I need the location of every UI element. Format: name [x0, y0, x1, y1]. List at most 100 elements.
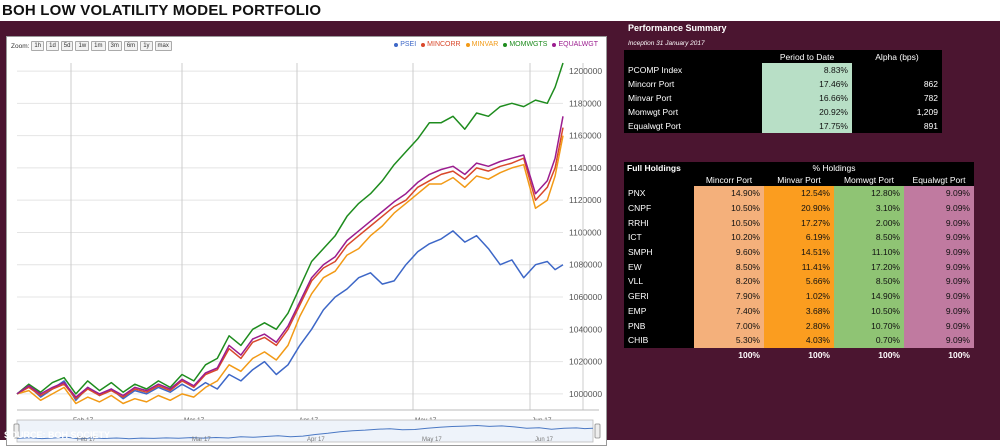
holdings-weight: 3.68%: [764, 303, 834, 319]
zoom-button-3m[interactable]: 3m: [107, 41, 122, 51]
zoom-button-1y[interactable]: 1y: [140, 41, 153, 51]
perf-cell-alpha: [852, 63, 942, 77]
perf-row: PCOMP Index 8.83%: [624, 63, 942, 77]
performance-subtitle: Inception 31 January 2017: [628, 40, 705, 47]
holdings-ticker: SMPH: [624, 244, 694, 260]
legend-item-minvar[interactable]: MINVAR: [465, 41, 499, 48]
holdings-weight: 9.60%: [694, 244, 764, 260]
perf-row: Mincorr Port 17.46% 862: [624, 77, 942, 91]
holdings-row: EMP 7.40% 3.68% 10.50% 9.09%: [624, 303, 974, 319]
holdings-weight: 9.09%: [904, 318, 974, 333]
legend-dot: [421, 42, 426, 47]
perf-cell-ptd: 8.83%: [762, 63, 852, 77]
holdings-weight: 10.50%: [694, 215, 764, 231]
y-tick-label: 1040000: [569, 324, 602, 334]
holdings-weight: 7.00%: [694, 318, 764, 333]
holdings-weight: 12.80%: [834, 186, 904, 201]
perf-cell-name: Minvar Port: [624, 91, 762, 105]
perf-header-ptd: Period to Date: [762, 50, 852, 63]
series-line-mincorr: [16, 127, 564, 400]
holdings-weight: 12.54%: [764, 186, 834, 201]
holdings-weight: 3.10%: [834, 200, 904, 216]
perf-cell-ptd: 16.66%: [762, 91, 852, 105]
holdings-weight: 11.10%: [834, 244, 904, 260]
perf-row: Equalwgt Port 17.75% 891: [624, 119, 942, 133]
zoom-button-1w[interactable]: 1w: [75, 41, 90, 51]
legend-dot: [503, 42, 508, 47]
chart-svg: 1000000 1020000 1040000 1060000 1080000 11000…: [13, 62, 602, 443]
navigator-line: [16, 424, 594, 440]
holdings-row: SMPH 9.60% 14.51% 11.10% 9.09%: [624, 244, 974, 260]
holdings-weight: 17.27%: [764, 215, 834, 231]
holdings-ticker: EMP: [624, 303, 694, 319]
legend-label: MINCORR: [427, 41, 461, 48]
perf-header-blank: [624, 50, 762, 63]
holdings-weight: 11.41%: [764, 259, 834, 275]
y-tick-label: 1060000: [569, 292, 602, 302]
holdings-weight: 9.09%: [904, 215, 974, 231]
holdings-ticker: RRHI: [624, 215, 694, 231]
legend-label: MINVAR: [471, 41, 499, 48]
holdings-weight: 9.09%: [904, 288, 974, 304]
holdings-weight: 0.70%: [834, 332, 904, 348]
holdings-total: 100%: [878, 349, 900, 360]
holdings-weight: 5.66%: [764, 274, 834, 289]
holdings-totals-blank: [624, 348, 694, 363]
legend-item-momwgts[interactable]: MOMWGTS: [503, 41, 547, 48]
navigator-tick-label: Apr 17: [307, 437, 325, 443]
holdings-weight: 9.09%: [904, 200, 974, 216]
legend-item-psei[interactable]: PSEI: [394, 41, 416, 48]
y-tick-label: 1000000: [569, 389, 602, 399]
holdings-total: 100%: [948, 349, 970, 360]
holdings-col-momwgt: Momwgt Port: [834, 174, 904, 186]
holdings-weight: 9.09%: [904, 244, 974, 260]
holdings-row: ICT 10.20% 6.19% 8.50% 9.09%: [624, 230, 974, 245]
legend-label: EQUALWGT: [558, 41, 598, 48]
holdings-ticker: PNX: [624, 186, 694, 201]
holdings-row: PNB 7.00% 2.80% 10.70% 9.09%: [624, 318, 974, 333]
navigator-tick-label: May 17: [422, 437, 442, 443]
holdings-weight: 10.70%: [834, 318, 904, 333]
series-line-momwgts: [16, 62, 564, 395]
holdings-weight: 2.00%: [834, 215, 904, 231]
legend-item-equalwgt[interactable]: EQUALWGT: [552, 41, 598, 48]
holdings-row: RRHI 10.50% 17.27% 2.00% 9.09%: [624, 215, 974, 231]
perf-cell-ptd: 17.75%: [762, 119, 852, 133]
zoom-button-6m[interactable]: 6m: [123, 41, 139, 51]
zoom-button-1h[interactable]: 1h: [31, 41, 45, 51]
holdings-col-equalwgt: Equalwgt Port: [904, 174, 974, 186]
performance-table: Period to Date Alpha (bps) PCOMP Index 8.…: [624, 50, 942, 133]
chart-legend: PSEI MINCORR MINVAR MOMWGTS EQUALWGT: [394, 41, 598, 48]
perf-cell-alpha: 1,209: [852, 105, 942, 119]
y-tick-label: 1080000: [569, 260, 602, 270]
holdings-total: 100%: [738, 349, 760, 360]
holdings-weight: 8.20%: [694, 274, 764, 289]
zoom-button-max[interactable]: max: [154, 41, 172, 51]
zoom-button-1m[interactable]: 1m: [91, 41, 106, 51]
holdings-weight: 14.90%: [694, 186, 764, 201]
holdings-weight: 10.50%: [694, 200, 764, 216]
navigator-handle-right[interactable]: [594, 423, 601, 439]
holdings-weight: 9.09%: [904, 332, 974, 348]
perf-cell-name: Momwgt Port: [624, 105, 762, 119]
holdings-ticker: VLL: [624, 274, 694, 289]
holdings-weight: 6.19%: [764, 230, 834, 245]
holdings-table: Full Holdings % Holdings Mincorr Port Mi…: [624, 162, 974, 362]
holdings-ticker: ICT: [624, 230, 694, 245]
zoom-controls: Zoom: 1h 1d 5d 1w 1m 3m 6m 1y max: [11, 41, 172, 51]
holdings-ticker: CNPF: [624, 200, 694, 216]
perf-cell-alpha: 862: [852, 77, 942, 91]
perf-cell-alpha: 891: [852, 119, 942, 133]
zoom-button-5d[interactable]: 5d: [60, 41, 74, 51]
holdings-title: Full Holdings: [624, 162, 694, 174]
zoom-button-1d[interactable]: 1d: [46, 41, 59, 51]
perf-cell-alpha: 782: [852, 91, 942, 105]
holdings-row: VLL 8.20% 5.66% 8.50% 9.09%: [624, 274, 974, 289]
holdings-weight: 20.90%: [764, 200, 834, 216]
navigator-handle-left[interactable]: [13, 423, 20, 439]
holdings-ticker: PNB: [624, 318, 694, 333]
holdings-row: PNX 14.90% 12.54% 12.80% 9.09%: [624, 186, 974, 201]
holdings-ticker: EW: [624, 259, 694, 275]
legend-item-mincorr[interactable]: MINCORR: [421, 41, 461, 48]
holdings-weight: 2.80%: [764, 318, 834, 333]
